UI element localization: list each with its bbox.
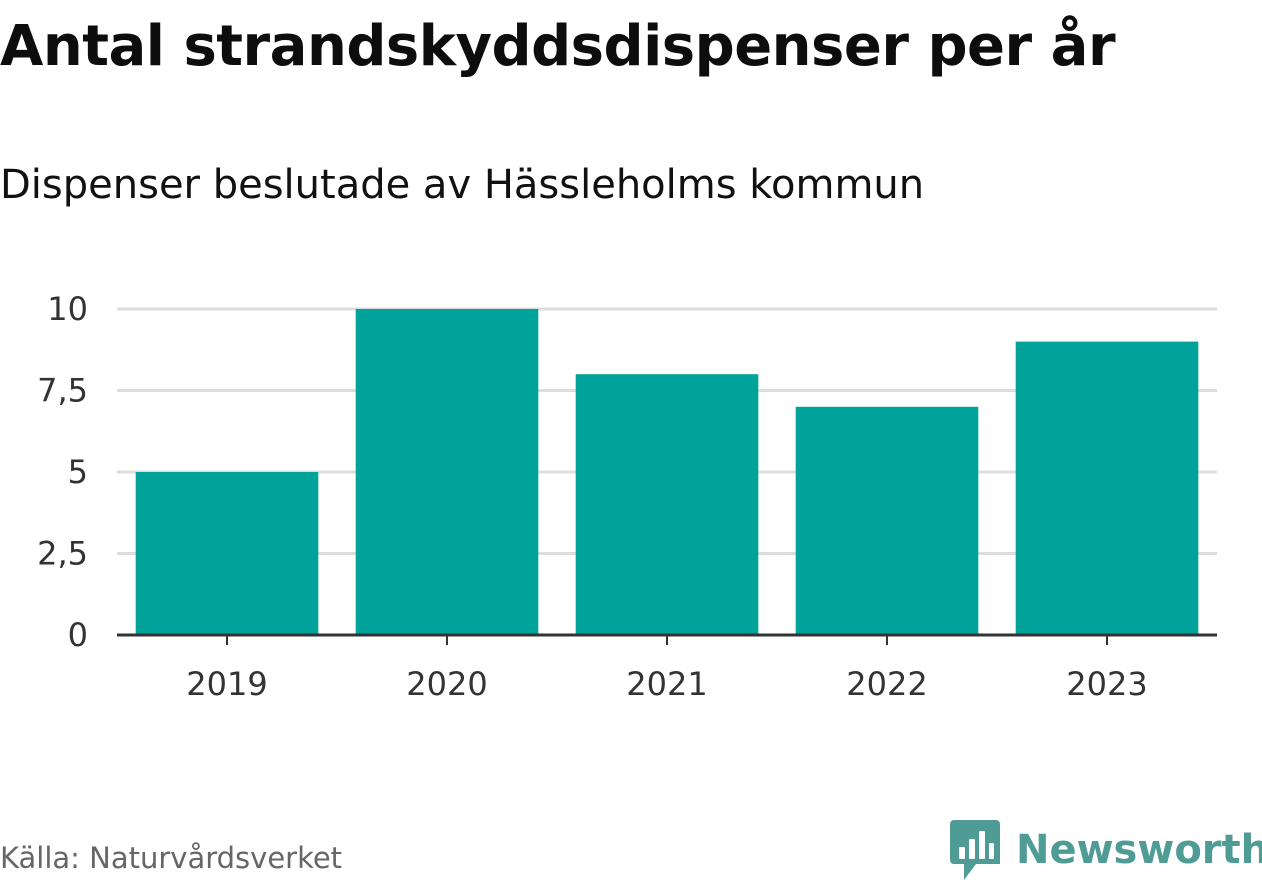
- y-tick-label: 7,5: [37, 372, 88, 410]
- x-tick-label: 2021: [626, 665, 707, 703]
- chart-title: Antal strandskyddsdispenser per år: [0, 14, 1116, 79]
- x-tick-label: 2020: [406, 665, 487, 703]
- x-tick-label: 2019: [186, 665, 267, 703]
- x-tick-label: 2023: [1066, 665, 1147, 703]
- newsworthy-logo-icon: [950, 820, 1000, 880]
- bar-2019: [135, 472, 319, 635]
- y-axis-labels: 0 2,5 5 7,5 10: [37, 290, 88, 654]
- y-tick-label: 5: [68, 453, 88, 491]
- y-tick-label: 0: [68, 616, 88, 654]
- bar-2021: [575, 374, 759, 635]
- x-axis: [117, 633, 1217, 645]
- bar-2020: [355, 309, 539, 635]
- y-tick-label: 2,5: [37, 535, 88, 573]
- bar-2023: [1015, 341, 1199, 635]
- brand-name: Newsworthy: [1016, 827, 1262, 873]
- bar-2022: [795, 406, 979, 635]
- y-tick-label: 10: [47, 290, 88, 328]
- x-axis-labels: 2019 2020 2021 2022 2023: [186, 665, 1147, 703]
- chart-subtitle: Dispenser beslutade av Hässleholms kommu…: [0, 162, 925, 208]
- x-tick-label: 2022: [846, 665, 927, 703]
- bars: [135, 309, 1199, 635]
- brand-logo: Newsworthy: [950, 818, 1262, 882]
- source-note: Källa: Naturvårdsverket: [0, 841, 343, 875]
